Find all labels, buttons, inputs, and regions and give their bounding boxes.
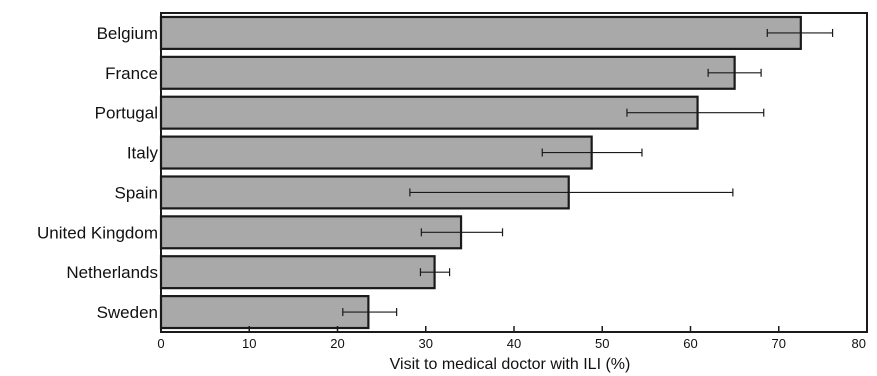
category-label: Spain xyxy=(115,183,158,202)
error-bars-layer xyxy=(342,28,834,317)
bar-sweden xyxy=(159,295,370,330)
bar-france xyxy=(159,55,736,90)
error-bar-netherlands xyxy=(419,268,451,277)
error-bar-spain xyxy=(409,188,734,197)
x-tick-label: 0 xyxy=(157,336,164,351)
bar-netherlands xyxy=(159,255,436,290)
x-tick-label: 60 xyxy=(683,336,697,351)
x-tick-label: 50 xyxy=(595,336,609,351)
category-label: Netherlands xyxy=(66,263,158,282)
category-label: France xyxy=(105,64,158,83)
category-labels: Belgium France Portugal Italy Spain United Ki… xyxy=(37,24,158,322)
category-label: Sweden xyxy=(97,303,158,322)
bar-italy xyxy=(159,135,593,170)
error-bar-portugal xyxy=(626,108,765,117)
error-bar-france xyxy=(707,68,762,77)
x-tick-label: 10 xyxy=(242,336,256,351)
bar-belgium xyxy=(159,15,802,50)
x-tick-label: 30 xyxy=(419,336,433,351)
category-label: Belgium xyxy=(97,24,158,43)
error-bar-sweden xyxy=(342,308,398,317)
bar-united-kingdom xyxy=(159,215,463,250)
error-bar-united-kingdom xyxy=(420,228,504,237)
x-axis-ticks: 0 10 20 30 40 50 60 70 80 xyxy=(157,326,868,351)
x-tick-label: 70 xyxy=(772,336,786,351)
error-bar-belgium xyxy=(766,28,834,37)
category-label: United Kingdom xyxy=(37,223,158,242)
x-axis-title: Visit to medical doctor with ILI (%) xyxy=(390,356,631,373)
category-label: Portugal xyxy=(95,104,158,123)
x-tick-label: 80 xyxy=(852,336,866,351)
x-tick-label: 40 xyxy=(507,336,521,351)
error-bar-italy xyxy=(541,148,643,157)
bars-layer xyxy=(159,15,802,330)
bar-portugal xyxy=(159,95,699,130)
x-tick-label: 20 xyxy=(330,336,344,351)
category-label: Italy xyxy=(127,144,159,163)
